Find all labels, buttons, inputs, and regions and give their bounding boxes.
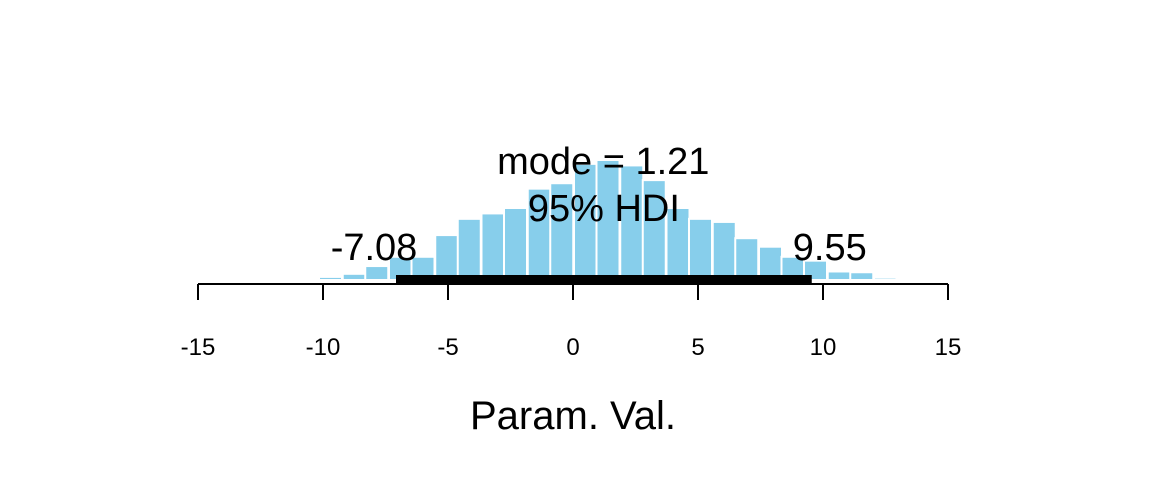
histogram-bar [341,272,367,282]
x-axis-ticks: -15 -10 -5 0 5 10 15 [181,284,962,361]
histogram-bars [273,159,943,282]
histogram-bar [503,207,528,281]
histogram-bar [295,277,321,281]
x-axis: -15 -10 -5 0 5 10 15 [181,283,962,361]
histogram-bar [273,278,298,281]
histogram-bar [480,212,506,281]
x-tick-label: 5 [691,334,704,361]
histogram-bar [734,237,760,281]
histogram-bar [711,220,737,282]
hdi-high-label: 9.55 [793,227,867,269]
x-tick-label: -5 [437,334,458,361]
x-tick-label: -10 [306,334,341,361]
histogram-bar [849,271,875,281]
histogram-bar [918,278,943,281]
x-tick-label: 10 [810,334,837,361]
hdi-low-label: -7.08 [331,227,418,269]
x-tick-label: 15 [935,334,962,361]
histogram-bar [434,234,460,281]
histogram-bar [318,275,343,282]
histogram-bar [688,217,713,282]
x-axis-label: Param. Val. [470,394,676,438]
histogram-bar [456,217,482,282]
mode-label: mode = 1.21 [497,141,709,183]
hdi-bar [396,275,812,284]
x-tick-label: 0 [566,334,579,361]
histogram-bar [873,276,898,282]
histogram-bar [826,270,852,281]
hdi-label: 95% HDI [528,188,680,230]
histogram-bar [895,278,921,281]
x-tick-label: -15 [181,334,216,361]
